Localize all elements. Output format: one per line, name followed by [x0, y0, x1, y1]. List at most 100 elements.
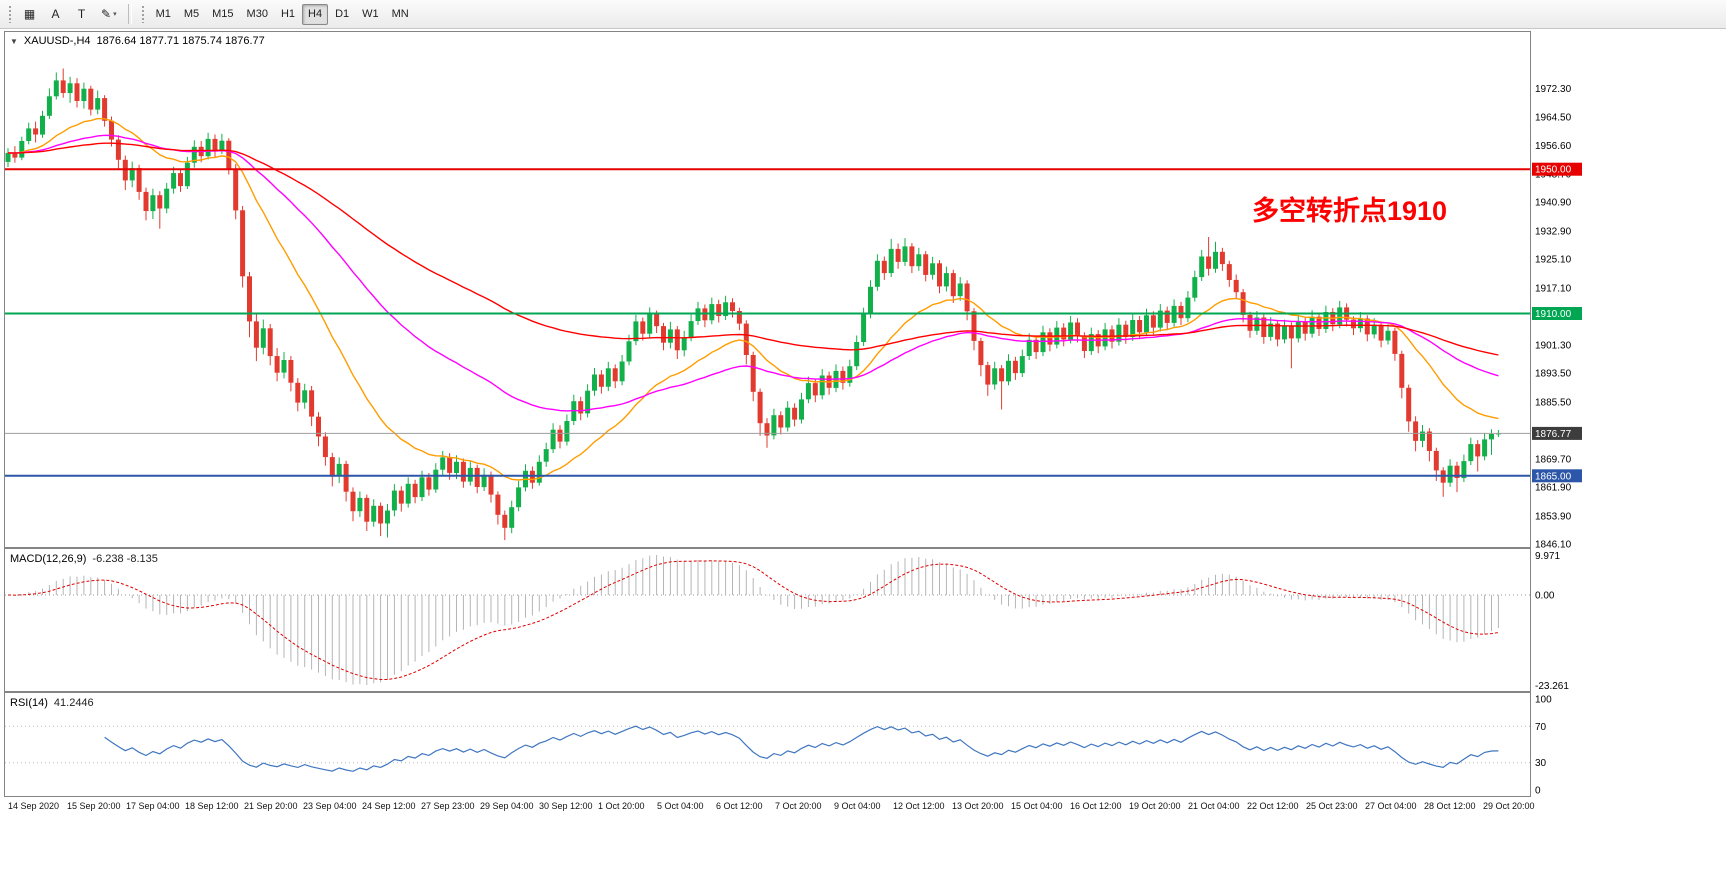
macd-name: MACD(12,26,9): [10, 553, 87, 565]
text-tool-button[interactable]: T: [69, 4, 94, 25]
svg-text:12 Oct 12:00: 12 Oct 12:00: [893, 801, 945, 811]
svg-text:27 Oct 04:00: 27 Oct 04:00: [1365, 801, 1417, 811]
toolbar-drag-handle[interactable]: [8, 5, 13, 23]
svg-text:28 Oct 12:00: 28 Oct 12:00: [1424, 801, 1476, 811]
svg-text:1893.50: 1893.50: [1535, 369, 1572, 380]
macd-histogram: [14, 555, 1499, 685]
time-axis: 14 Sep 2020 15 Sep 20:00 17 Sep 04:00 18 Se…: [8, 801, 1535, 811]
arrow-tool-icon: A: [51, 7, 60, 21]
svg-text:16 Oct 12:00: 16 Oct 12:00: [1070, 801, 1122, 811]
chart-grid-icon: ▦: [23, 7, 36, 21]
svg-text:-23.261: -23.261: [1535, 681, 1569, 692]
svg-text:1925.10: 1925.10: [1535, 255, 1572, 266]
svg-text:14 Sep 2020: 14 Sep 2020: [8, 801, 59, 811]
chart-canvas[interactable]: 1972.301964.501956.601948.701940.901932.…: [0, 29, 1726, 896]
pane-borders: [4, 31, 1531, 797]
text-tool-icon: T: [77, 7, 86, 21]
svg-text:7 Oct 20:00: 7 Oct 20:00: [775, 801, 822, 811]
svg-text:1964.50: 1964.50: [1535, 112, 1572, 123]
tf-button-H1[interactable]: H1: [275, 4, 301, 25]
svg-text:1876.77: 1876.77: [1535, 429, 1572, 440]
draw-tool-icon: ✎: [101, 7, 112, 21]
svg-text:1846.10: 1846.10: [1535, 540, 1572, 551]
rsi-name: RSI(14): [10, 697, 48, 709]
svg-text:15 Oct 04:00: 15 Oct 04:00: [1011, 801, 1063, 811]
svg-text:24 Sep 12:00: 24 Sep 12:00: [362, 801, 416, 811]
rsi-line: [104, 725, 1499, 772]
macd-signal-line: [7, 560, 1499, 680]
tf-button-W1[interactable]: W1: [356, 4, 385, 25]
toolbar-separator: [127, 4, 132, 24]
chart-workspace: 1972.301964.501956.601948.701940.901932.…: [0, 29, 1726, 896]
symbol-label: XAUUSD-,H4: [23, 35, 91, 47]
ma-line-55: [7, 134, 1499, 412]
ohlc-values: 1876.64 1877.71 1875.74 1876.77: [96, 35, 265, 47]
svg-text:30 Sep 12:00: 30 Sep 12:00: [539, 801, 593, 811]
svg-text:1932.90: 1932.90: [1535, 226, 1572, 237]
svg-text:1956.60: 1956.60: [1535, 141, 1572, 152]
symbol-dropdown-icon[interactable]: ▼: [10, 36, 18, 46]
svg-text:29 Sep 04:00: 29 Sep 04:00: [480, 801, 534, 811]
tf-button-H4[interactable]: H4: [302, 3, 329, 25]
svg-text:1950.00: 1950.00: [1535, 165, 1572, 176]
svg-text:100: 100: [1535, 695, 1552, 706]
svg-text:9.971: 9.971: [1535, 551, 1560, 562]
svg-text:1901.30: 1901.30: [1535, 340, 1572, 351]
svg-text:6 Oct 12:00: 6 Oct 12:00: [716, 801, 763, 811]
svg-text:1861.90: 1861.90: [1535, 483, 1572, 494]
hline-1950.00[interactable]: 1950.00: [5, 162, 1582, 176]
svg-text:1 Oct 20:00: 1 Oct 20:00: [598, 801, 645, 811]
svg-text:13 Oct 20:00: 13 Oct 20:00: [952, 801, 1004, 811]
svg-text:29 Oct 20:00: 29 Oct 20:00: [1483, 801, 1535, 811]
svg-text:15 Sep 20:00: 15 Sep 20:00: [67, 801, 121, 811]
svg-text:27 Sep 23:00: 27 Sep 23:00: [421, 801, 475, 811]
tf-button-M30[interactable]: M30: [241, 4, 274, 25]
tf-button-M5[interactable]: M5: [178, 4, 205, 25]
tf-button-M1[interactable]: M1: [150, 4, 177, 25]
svg-text:25 Oct 23:00: 25 Oct 23:00: [1306, 801, 1358, 811]
ma-line-110: [7, 142, 1499, 356]
rsi-value: 41.2446: [53, 697, 94, 709]
candles: [5, 68, 1501, 541]
tf-button-M15[interactable]: M15: [206, 4, 239, 25]
timeframe-drag-handle[interactable]: [140, 5, 146, 23]
svg-text:22 Oct 12:00: 22 Oct 12:00: [1247, 801, 1299, 811]
svg-text:1865.00: 1865.00: [1535, 471, 1572, 482]
macd-scale: 9.971 0.00 -23.261: [1535, 551, 1569, 692]
tf-button-MN[interactable]: MN: [386, 4, 415, 25]
price-badge: [1532, 426, 1582, 440]
hline-1876.77[interactable]: 1876.77: [5, 426, 1582, 440]
hline-1910.00[interactable]: 1910.00: [5, 307, 1582, 320]
svg-text:1917.10: 1917.10: [1535, 283, 1572, 294]
chevron-down-icon: ▾: [113, 11, 117, 18]
svg-text:19 Oct 20:00: 19 Oct 20:00: [1129, 801, 1181, 811]
rsi-scale: 100 70 30 0: [1535, 695, 1552, 797]
svg-text:23 Sep 04:00: 23 Sep 04:00: [303, 801, 357, 811]
price-badge: [1532, 469, 1582, 483]
svg-text:70: 70: [1535, 722, 1547, 733]
svg-text:0.00: 0.00: [1535, 591, 1555, 602]
macd-values: -6.238 -8.135: [92, 553, 158, 565]
tf-button-D1[interactable]: D1: [329, 4, 355, 25]
svg-text:1972.30: 1972.30: [1535, 84, 1572, 95]
hline-1865.00[interactable]: 1865.00: [5, 469, 1582, 483]
svg-text:1885.50: 1885.50: [1535, 397, 1572, 408]
timeframe-toolbar: M1 M5 M15 M30 H1 H4 D1 W1 MN: [150, 3, 415, 25]
arrow-tool-button[interactable]: A: [43, 4, 68, 25]
svg-text:30: 30: [1535, 758, 1547, 769]
draw-tool-button[interactable]: ✎ ▾: [95, 4, 123, 25]
svg-text:21 Oct 04:00: 21 Oct 04:00: [1188, 801, 1240, 811]
price-badge: [1532, 307, 1582, 320]
svg-text:21 Sep 20:00: 21 Sep 20:00: [244, 801, 298, 811]
chart-grid-button[interactable]: ▦: [17, 4, 42, 25]
macd-label: MACD(12,26,9) -6.238 -8.135: [10, 553, 158, 565]
svg-text:5 Oct 04:00: 5 Oct 04:00: [657, 801, 704, 811]
ma-line-21: [7, 117, 1499, 481]
svg-text:18 Sep 12:00: 18 Sep 12:00: [185, 801, 239, 811]
svg-text:1910.00: 1910.00: [1535, 309, 1572, 320]
svg-text:1940.90: 1940.90: [1535, 198, 1572, 209]
price-badge: [1532, 162, 1582, 176]
svg-text:1869.70: 1869.70: [1535, 454, 1572, 465]
annotation-text: 多空转折点1910: [1252, 196, 1448, 226]
